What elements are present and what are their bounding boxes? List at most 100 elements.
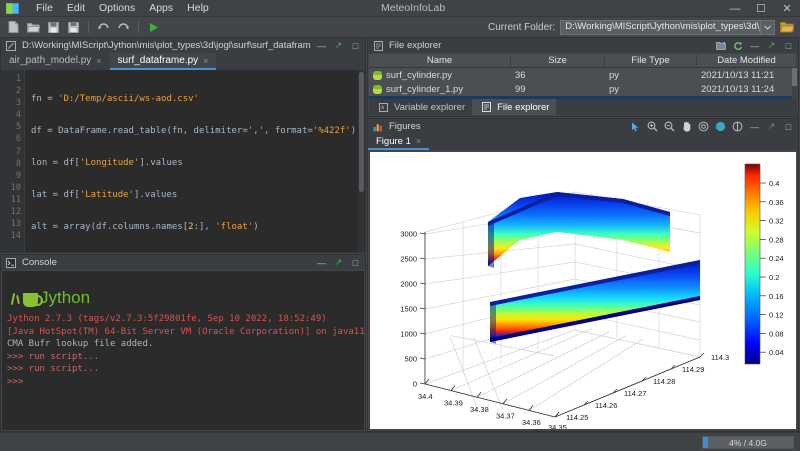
zoom-out-icon[interactable] (663, 120, 676, 133)
console-line: >>> run script... (7, 351, 100, 362)
editor-float-button[interactable]: ↗ (334, 40, 343, 50)
table-row[interactable]: surf_cylinder.py 36 py 2021/10/13 11:21 (369, 68, 797, 82)
editor-minimize-button[interactable]: — (317, 40, 326, 51)
file-explorer-maximize-button[interactable]: □ (785, 40, 792, 51)
save-icon[interactable] (44, 19, 63, 36)
minimize-button[interactable]: — (729, 2, 741, 15)
column-header-file-type[interactable]: File Type (605, 54, 697, 67)
editor-scrollbar-thumb[interactable] (359, 72, 364, 192)
console-maximize-button[interactable]: □ (352, 257, 359, 268)
line-number: 2 (15, 86, 21, 97)
chart-icon (371, 120, 385, 134)
tab-variable-explorer[interactable]: Variable explorer (369, 99, 472, 115)
new-folder-icon[interactable] (714, 39, 727, 52)
file-explorer-scrollbar[interactable] (792, 68, 797, 99)
close-icon[interactable]: × (415, 136, 422, 146)
refresh-icon[interactable] (731, 39, 744, 52)
file-size: 412 (515, 98, 531, 100)
figures-maximize-button[interactable]: □ (785, 121, 792, 132)
plot-grid-floor (423, 328, 702, 418)
y-axis: 114.25 114.26 114.27 114.28 114.29 114.3 (554, 352, 729, 422)
menu-file[interactable]: File (36, 2, 53, 14)
python-file-icon (373, 98, 382, 99)
z-tick-label: 1000 (400, 330, 417, 339)
select-pointer-icon[interactable] (629, 120, 642, 133)
file-explorer-title-text: File explorer (389, 40, 442, 51)
save-as-icon[interactable] (64, 19, 83, 36)
y-tick-label: 114.29 (682, 365, 704, 374)
menu-edit[interactable]: Edit (66, 2, 86, 14)
close-button[interactable]: ✕ (782, 3, 792, 15)
tab-file-explorer[interactable]: File explorer (472, 99, 557, 115)
identify-icon[interactable] (731, 120, 744, 133)
chevron-down-icon[interactable] (761, 19, 775, 35)
open-folder-icon[interactable] (24, 19, 43, 36)
column-header-date-modified[interactable]: Date Modified (697, 54, 797, 67)
table-row-selected[interactable]: surf_dataframe.py 412 py 2023/4/4 10:36 (369, 96, 797, 99)
code-line: df = DataFrame.read_table(fn, delimiter=… (31, 126, 357, 137)
jython-logo-icon: Jython (10, 279, 359, 307)
file-explorer-scrollbar-thumb[interactable] (792, 68, 797, 86)
memory-indicator[interactable]: 4% / 4.0G (702, 436, 794, 449)
figures-panel: Figures — ↗ □ (367, 118, 799, 432)
script-icon (4, 39, 18, 53)
line-number: 3 (15, 98, 21, 109)
colorbar-tick-label: 0.16 (769, 292, 784, 301)
code-text[interactable]: fn = 'D:/Temp/ascii/ws-aod.csv' df = Dat… (25, 70, 365, 252)
figure-canvas[interactable]: 0 500 1000 1500 2000 2500 3000 34.4 (370, 152, 796, 429)
editor-scrollbar[interactable] (358, 70, 365, 252)
file-explorer-bottom-tabs: Variable explorer File explorer (369, 99, 797, 115)
console-prompt[interactable]: >>> (7, 376, 24, 387)
tab-figure-1[interactable]: Figure 1 × (368, 134, 430, 150)
editor-tab-surf-dataframe[interactable]: surf_dataframe.py × (109, 53, 217, 70)
pan-hand-icon[interactable] (680, 120, 693, 133)
z-tick-label: 2500 (400, 255, 417, 264)
x-axis: 34.4 34.39 34.38 34.37 34.36 34.35 (418, 378, 567, 429)
z-tick-label: 3000 (400, 230, 417, 239)
figures-float-button[interactable]: ↗ (767, 121, 776, 131)
line-number: 12 (10, 207, 21, 218)
figures-minimize-button[interactable]: — (750, 121, 759, 132)
editor-tab-air-path-model[interactable]: air_path_model.py × (1, 53, 110, 70)
memory-text: 4% / 4.0G (729, 437, 767, 448)
table-row[interactable]: surf_cylinder_1.py 99 py 2021/10/13 11:2… (369, 82, 797, 96)
column-header-name[interactable]: Name (369, 54, 511, 67)
x-tick-label: 34.38 (470, 405, 489, 414)
console-output[interactable]: Jython Jython 2.7.3 (tags/v2.7.3:5f29801… (2, 271, 364, 430)
file-size: 36 (515, 69, 526, 81)
menu-help[interactable]: Help (187, 2, 209, 14)
code-line: lat = df['Latitude'].values (31, 190, 178, 201)
figures-tabstrip: Figure 1 × (368, 134, 798, 150)
steam-icon (10, 292, 22, 307)
current-folder-label: Current Folder: (488, 21, 556, 33)
zoom-in-icon[interactable] (646, 120, 659, 133)
file-explorer-list[interactable]: surf_cylinder.py 36 py 2021/10/13 11:21 … (369, 68, 797, 99)
undo-icon[interactable] (94, 19, 113, 36)
current-folder-input[interactable]: D:\Working\MIScript\Jython\mis\plot_type… (560, 19, 761, 35)
menu-options[interactable]: Options (99, 2, 136, 14)
file-explorer-float-button[interactable]: ↗ (767, 40, 776, 50)
figures-title-text: Figures (389, 121, 421, 132)
file-explorer-minimize-button[interactable]: — (750, 40, 759, 51)
editor-maximize-button[interactable]: □ (352, 40, 359, 51)
editor-tab-label: air_path_model.py (9, 55, 92, 66)
close-icon[interactable]: × (203, 55, 209, 66)
colorbar-tick-label: 0.28 (769, 235, 784, 244)
file-explorer-icon (479, 100, 493, 114)
redo-icon[interactable] (114, 19, 133, 36)
close-icon[interactable]: × (96, 55, 102, 66)
globe-icon[interactable] (714, 120, 727, 133)
maximize-button[interactable]: ☐ (756, 3, 766, 15)
run-icon[interactable] (144, 19, 163, 36)
console-float-button[interactable]: ↗ (334, 257, 343, 267)
menu-apps[interactable]: Apps (149, 2, 174, 14)
line-number: 6 (15, 134, 21, 145)
code-editor[interactable]: 1 2 3 4 5 6 7 8 9 10 11 12 13 14 fn = 'D… (1, 70, 365, 252)
code-line: alt = array(df.columns.names[2:], 'float… (31, 222, 259, 233)
z-tick-label: 0 (413, 380, 417, 389)
console-minimize-button[interactable]: — (317, 257, 326, 268)
full-extent-icon[interactable] (697, 120, 710, 133)
browse-folder-button[interactable] (778, 19, 796, 35)
column-header-size[interactable]: Size (511, 54, 605, 67)
new-file-icon[interactable] (4, 19, 23, 36)
